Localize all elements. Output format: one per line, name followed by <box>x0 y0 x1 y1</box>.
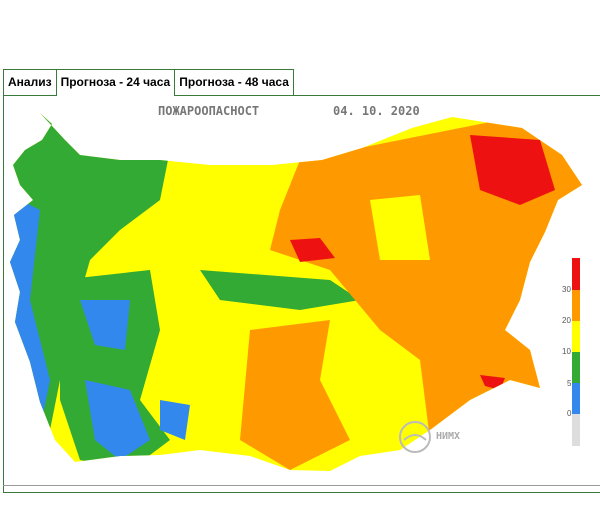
legend-swatch-orange <box>572 290 580 321</box>
logo-icon <box>399 421 431 453</box>
divider <box>3 485 600 486</box>
legend-swatch-red <box>572 258 580 290</box>
map-title: ПОЖАРООПАСНОСТ <box>158 104 260 118</box>
legend-tick: 30 <box>562 285 571 294</box>
legend-swatch-green <box>572 352 580 383</box>
legend-swatch-blue <box>572 383 580 414</box>
legend-tick: 0 <box>567 409 572 418</box>
legend-tick: 20 <box>562 316 571 325</box>
tab-analysis[interactable]: Анализ <box>3 69 57 95</box>
legend-tick: 5 <box>567 379 572 388</box>
map-panel <box>3 95 600 493</box>
legend-swatch-yellow <box>572 321 580 352</box>
bulgaria-map <box>10 113 582 471</box>
tab-bar: Анализ Прогноза - 24 часа Прогноза - 48 … <box>3 69 294 96</box>
legend-tick: 10 <box>562 347 571 356</box>
logo-text: НИМХ <box>436 431 461 442</box>
tab-forecast-24h[interactable]: Прогноза - 24 часа <box>55 69 176 96</box>
map-date: 04. 10. 2020 <box>333 104 420 118</box>
tab-forecast-48h[interactable]: Прогноза - 48 часа <box>174 69 294 95</box>
legend-swatch-grey <box>572 414 580 446</box>
